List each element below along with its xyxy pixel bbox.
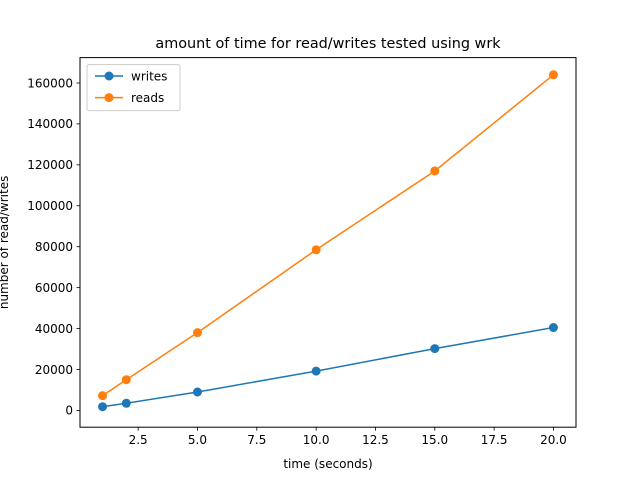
data-point-writes (121, 398, 131, 408)
legend-label-reads: reads (131, 91, 164, 105)
y-tick-label: 40000 (35, 322, 73, 336)
x-tick-label: 20.0 (540, 433, 567, 447)
data-point-writes (311, 366, 321, 376)
data-point-reads (98, 391, 108, 401)
x-tick-label: 7.5 (247, 433, 266, 447)
data-point-reads (192, 328, 202, 338)
x-tick-label: 10.0 (303, 433, 330, 447)
y-tick-label: 140000 (27, 117, 73, 131)
series-line-reads (102, 74, 554, 397)
y-tick-label: 80000 (35, 240, 73, 254)
legend: writes reads (86, 64, 181, 112)
x-axis-label: time (seconds) (283, 457, 372, 471)
data-point-writes (192, 387, 202, 397)
data-point-reads (430, 166, 440, 176)
data-point-writes (98, 402, 108, 412)
y-tick-label: 20000 (35, 363, 73, 377)
data-point-reads (121, 375, 131, 385)
y-tick-label: 100000 (27, 199, 73, 213)
legend-label-writes: writes (131, 69, 167, 83)
series-markers (98, 70, 558, 412)
x-tick-label: 12.5 (362, 433, 389, 447)
legend-marker-reads (104, 93, 114, 103)
x-axis: 2.5 5.0 7.5 10.0 12.5 15.0 17.5 20.0 (129, 427, 567, 447)
x-tick-label: 17.5 (481, 433, 508, 447)
data-point-reads (311, 245, 321, 255)
chart-title: amount of time for read/writes tested us… (155, 36, 501, 52)
y-tick-label: 60000 (35, 281, 73, 295)
y-tick-label: 0 (65, 404, 73, 418)
plot-frame (79, 57, 577, 428)
data-point-writes (548, 323, 558, 333)
legend-marker-writes (104, 71, 114, 81)
y-tick-label: 160000 (27, 76, 73, 90)
data-point-writes (430, 344, 440, 354)
data-point-reads (548, 70, 558, 80)
x-tick-label: 15.0 (421, 433, 448, 447)
x-tick-label: 5.0 (188, 433, 207, 447)
y-tick-label: 120000 (27, 158, 73, 172)
x-tick-label: 2.5 (129, 433, 148, 447)
y-axis-label: number of read/writes (0, 176, 11, 310)
y-axis: 0 20000 40000 60000 80000 100000 120000 140000 1… (27, 76, 80, 418)
